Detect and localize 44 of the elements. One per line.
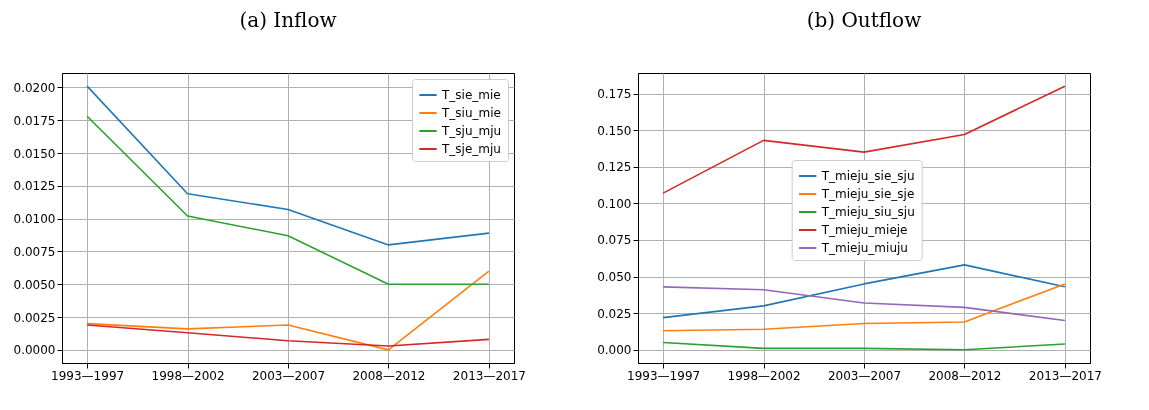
x-tick-label: 1998—2002 [727,368,801,383]
x-tick-label: 1993—1997 [51,368,125,383]
y-tick-label: 0.0175 [13,113,56,128]
y-tick-label: 0.0050 [13,277,56,292]
y-tick-label: 0.000 [597,343,632,358]
x-tick-label: 2013—2017 [1028,368,1102,383]
y-tick-label: 0.050 [597,270,632,285]
y-tick-label: 0.100 [597,196,632,211]
x-tick-label: 2003—2007 [251,368,326,383]
legend-label: T_mieju_mieje [820,223,908,237]
legend-label: T_sie_mie [441,88,501,102]
y-tick-label: 0.0000 [13,343,56,358]
y-tick-label: 0.125 [597,160,632,175]
y-tick-label: 0.0100 [13,212,56,227]
y-tick-label: 0.0125 [13,179,56,194]
chart-title: (b) Outflow [806,8,922,32]
y-tick-label: 0.175 [597,87,632,102]
chart-title: (a) Inflow [239,8,337,32]
legend-label: T_sje_mju [441,142,501,156]
y-tick-label: 0.0075 [13,244,56,259]
x-tick-label: 2013—2017 [452,368,526,383]
y-tick-label: 0.0200 [13,80,56,95]
legend-label: T_mieju_miuju [820,241,908,255]
legend-label: T_siu_mie [441,106,501,120]
line-series [86,270,490,351]
line-series [662,341,1066,351]
y-tick-label: 0.075 [597,233,632,248]
y-tick-label: 0.0150 [13,146,56,161]
line-series [662,283,1066,332]
y-tick-label: 0.150 [597,123,632,138]
x-tick-label: 1998—2002 [151,368,225,383]
x-tick-label: 1993—1997 [627,368,701,383]
line-series [662,264,1066,319]
x-tick-label: 2008—2012 [352,368,426,383]
y-tick-label: 0.0025 [13,310,56,325]
legend-label: T_mieju_sie_sju [820,169,915,183]
line-series [662,286,1066,322]
x-tick-label: 2008—2012 [928,368,1002,383]
x-tick-label: 2003—2007 [827,368,902,383]
legend-label: T_sju_mju [441,124,502,138]
legend-label: T_mieju_sie_sje [820,187,915,201]
line-series [86,324,490,347]
legend-label: T_mieju_siu_sju [820,205,915,219]
y-tick-label: 0.025 [597,306,632,321]
